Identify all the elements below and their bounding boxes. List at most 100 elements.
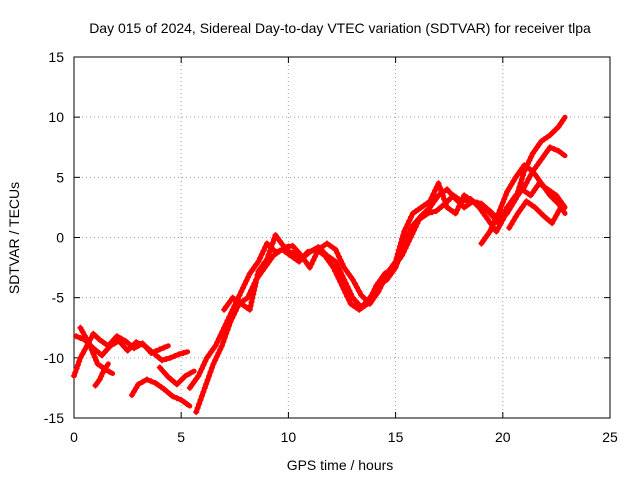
- data-point-marker: [508, 221, 515, 228]
- data-point-marker: [352, 297, 359, 304]
- data-point-marker: [162, 370, 169, 377]
- data-point-marker: [133, 384, 140, 391]
- data-point-marker: [260, 247, 267, 254]
- data-point-marker: [195, 372, 202, 379]
- data-point-marker: [435, 180, 442, 187]
- data-point-marker: [215, 335, 222, 342]
- data-point-marker: [73, 333, 80, 340]
- series-track-c: [77, 324, 116, 376]
- data-point-marker: [547, 144, 553, 151]
- data-point-marker: [212, 357, 219, 364]
- x-tick-label: 15: [388, 429, 404, 445]
- data-point-marker: [221, 334, 228, 341]
- data-point-marker: [411, 227, 417, 234]
- data-point-marker: [252, 279, 259, 286]
- data-point-marker: [442, 200, 449, 207]
- data-point-marker: [538, 180, 545, 187]
- x-tick-label: 20: [495, 429, 511, 445]
- data-point-marker: [555, 123, 562, 130]
- data-point-marker: [396, 243, 403, 250]
- data-point-marker: [399, 252, 405, 259]
- data-point-marker: [73, 365, 80, 372]
- data-point-marker: [516, 184, 523, 191]
- data-point-marker: [77, 335, 84, 341]
- data-point-marker: [143, 376, 150, 383]
- data-point-marker: [409, 230, 416, 237]
- data-point-marker: [298, 252, 305, 259]
- data-point-marker: [81, 332, 88, 339]
- data-point-marker: [313, 250, 320, 257]
- data-point-marker: [402, 224, 409, 231]
- data-point-marker: [499, 199, 506, 206]
- data-point-marker: [106, 368, 113, 375]
- data-point-marker: [493, 214, 500, 220]
- series-line: [221, 114, 568, 313]
- data-point-marker: [495, 224, 502, 231]
- data-point-marker: [446, 189, 453, 196]
- x-tick-label: 25: [602, 429, 618, 445]
- data-point-marker: [532, 204, 538, 211]
- data-point-marker: [340, 286, 347, 293]
- data-point-marker: [510, 217, 517, 224]
- data-point-marker: [553, 212, 560, 219]
- data-point-marker: [345, 297, 352, 304]
- data-point-marker: [227, 318, 234, 325]
- data-point-marker: [250, 291, 257, 298]
- data-point-marker: [344, 293, 351, 300]
- data-point-marker: [528, 153, 535, 160]
- data-point-marker: [77, 354, 84, 361]
- data-point-marker: [81, 346, 88, 353]
- data-point-marker: [557, 120, 564, 127]
- data-point-marker: [332, 258, 339, 265]
- data-point-marker: [501, 196, 508, 202]
- data-point-marker: [197, 369, 204, 376]
- data-point-marker: [515, 188, 522, 195]
- data-point-marker: [404, 241, 411, 248]
- data-point-marker: [74, 362, 81, 369]
- data-point-marker: [212, 342, 219, 349]
- data-point-marker: [171, 353, 178, 359]
- data-point-marker: [432, 187, 438, 194]
- data-point-marker: [173, 381, 180, 388]
- data-point-marker: [518, 176, 525, 183]
- data-point-marker: [493, 228, 500, 235]
- data-point-marker: [547, 192, 553, 199]
- data-point-marker: [186, 370, 193, 377]
- data-point-marker: [339, 282, 345, 289]
- data-point-marker: [393, 254, 400, 261]
- data-point-marker: [308, 261, 315, 267]
- series-track-b: [73, 333, 191, 364]
- data-point-marker: [402, 245, 409, 252]
- data-point-marker: [88, 334, 95, 341]
- data-point-marker: [447, 195, 454, 202]
- data-point-marker: [486, 208, 493, 214]
- data-point-marker: [215, 350, 222, 356]
- data-point-marker: [506, 185, 513, 192]
- data-point-marker: [133, 339, 140, 346]
- data-point-marker: [220, 338, 227, 345]
- data-point-marker: [87, 343, 94, 350]
- data-point-marker: [496, 206, 503, 213]
- data-point-marker: [306, 264, 313, 271]
- data-point-marker: [271, 236, 278, 243]
- data-point-marker: [510, 199, 517, 206]
- data-point-marker: [269, 240, 276, 247]
- data-point-marker: [264, 256, 270, 263]
- data-point-marker: [239, 285, 246, 291]
- y-tick-label: -10: [44, 350, 64, 366]
- data-point-marker: [173, 395, 180, 402]
- data-point-marker: [217, 346, 224, 353]
- data-point-marker: [549, 220, 556, 227]
- data-point-marker: [204, 376, 211, 383]
- data-point-marker: [424, 210, 431, 217]
- data-point-marker: [555, 200, 562, 207]
- data-point-marker: [444, 186, 451, 193]
- data-point-marker: [232, 307, 239, 314]
- data-point-marker: [248, 299, 255, 305]
- data-point-marker: [559, 117, 566, 124]
- data-point-marker: [131, 388, 137, 395]
- data-point-marker: [90, 350, 97, 357]
- data-point-marker: [79, 350, 86, 357]
- data-point-marker: [230, 311, 237, 318]
- data-point-marker: [249, 295, 256, 302]
